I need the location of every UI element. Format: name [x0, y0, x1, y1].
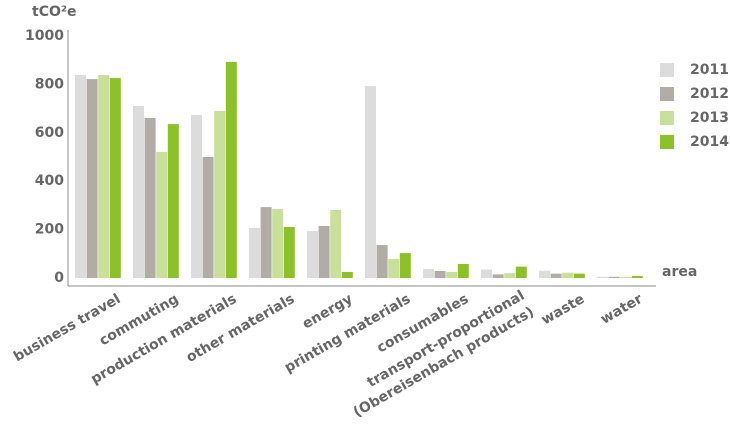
- bar: [144, 118, 156, 279]
- legend-swatch: [660, 87, 674, 101]
- bar: [341, 271, 353, 278]
- legend-label: 2013: [690, 110, 729, 126]
- bar: [167, 124, 179, 278]
- bar: [515, 266, 527, 278]
- bar: [446, 271, 458, 278]
- bar: [423, 269, 434, 278]
- bar: [504, 273, 516, 278]
- bar: [283, 226, 295, 278]
- bar: [608, 276, 620, 278]
- y-axis-label: tCO²e: [32, 4, 77, 20]
- bar: [376, 245, 388, 278]
- bar: [631, 276, 643, 278]
- bar: [573, 273, 585, 278]
- x-tick-label: waste: [539, 291, 588, 328]
- bar: [156, 151, 168, 278]
- bar: [202, 157, 214, 278]
- bar: [388, 258, 400, 278]
- bar: [330, 209, 342, 278]
- bar: [249, 227, 260, 278]
- y-tick-label: 800: [35, 76, 64, 92]
- legend-swatch: [660, 135, 674, 149]
- bar: [620, 276, 632, 278]
- legend-swatch: [660, 111, 674, 125]
- bar: [191, 114, 202, 278]
- bar: [399, 253, 411, 278]
- legend-label: 2014: [690, 134, 729, 150]
- bar: [86, 79, 98, 279]
- bar: [75, 74, 86, 278]
- bar: [365, 86, 376, 279]
- legend-swatch: [660, 63, 674, 77]
- bar: [481, 269, 492, 278]
- bar: [214, 111, 226, 279]
- legend-label: 2012: [690, 86, 729, 102]
- bar: [109, 78, 121, 278]
- bar: [272, 209, 284, 278]
- bar: [98, 74, 110, 278]
- bar: [597, 276, 608, 278]
- bar: [539, 270, 550, 278]
- bar: [457, 263, 469, 278]
- bar: [434, 270, 446, 278]
- bar: [133, 105, 144, 278]
- x-tick-label: water: [598, 291, 645, 328]
- bar: [318, 225, 330, 278]
- legend-label: 2011: [690, 62, 729, 78]
- bar: [492, 274, 504, 278]
- bar: [550, 273, 562, 278]
- y-tick-label: 200: [35, 222, 64, 238]
- x-axis-label: area: [662, 264, 697, 280]
- bar: [260, 207, 272, 278]
- x-tick-label: business travel: [11, 291, 123, 365]
- bar: [225, 61, 237, 279]
- y-tick-label: 400: [35, 173, 64, 189]
- y-tick-label: 1000: [25, 28, 64, 44]
- bar: [562, 272, 574, 278]
- y-tick-label: 600: [35, 125, 64, 141]
- bar: [307, 231, 318, 278]
- y-tick-label: 0: [54, 270, 64, 286]
- x-tick-label: other materials: [184, 291, 298, 366]
